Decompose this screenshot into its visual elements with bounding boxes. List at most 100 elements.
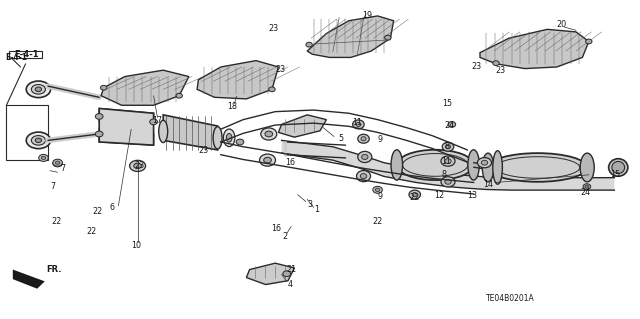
Ellipse shape [353, 120, 364, 129]
Text: 1: 1 [314, 205, 319, 214]
Polygon shape [282, 140, 614, 190]
Text: 18: 18 [227, 102, 237, 111]
Ellipse shape [612, 161, 625, 174]
Text: 7: 7 [60, 164, 65, 173]
Text: 4: 4 [288, 280, 293, 289]
Text: 15: 15 [611, 170, 621, 179]
Text: 11: 11 [441, 157, 451, 166]
Ellipse shape [441, 156, 455, 166]
Ellipse shape [265, 131, 273, 137]
Ellipse shape [375, 188, 380, 191]
Polygon shape [99, 108, 154, 124]
Ellipse shape [31, 136, 45, 145]
Polygon shape [197, 61, 278, 99]
Text: 22: 22 [372, 217, 383, 226]
Bar [9, 51, 42, 58]
Ellipse shape [362, 154, 368, 160]
Ellipse shape [95, 114, 103, 119]
Text: 13: 13 [467, 191, 477, 200]
Ellipse shape [481, 160, 488, 165]
Ellipse shape [609, 159, 628, 176]
Ellipse shape [468, 150, 479, 180]
Ellipse shape [306, 42, 312, 47]
Bar [6, 105, 48, 160]
Ellipse shape [35, 87, 42, 92]
Ellipse shape [260, 154, 275, 166]
Text: TE04B0201A: TE04B0201A [486, 294, 535, 303]
Ellipse shape [269, 87, 275, 92]
Text: E-4-1: E-4-1 [14, 50, 38, 59]
Polygon shape [13, 270, 45, 289]
Ellipse shape [356, 122, 361, 127]
Text: 16: 16 [271, 224, 282, 233]
Text: 23: 23 [198, 146, 209, 155]
Ellipse shape [26, 132, 51, 149]
Ellipse shape [41, 156, 46, 160]
Ellipse shape [445, 159, 451, 164]
Ellipse shape [445, 145, 451, 149]
Ellipse shape [35, 138, 42, 143]
Ellipse shape [150, 119, 157, 125]
Text: 9: 9 [378, 135, 383, 144]
Ellipse shape [493, 61, 499, 66]
Ellipse shape [100, 85, 107, 90]
Ellipse shape [26, 81, 51, 98]
Ellipse shape [586, 39, 592, 44]
Ellipse shape [585, 185, 589, 188]
Text: 17: 17 [152, 116, 163, 125]
Ellipse shape [213, 127, 222, 149]
Text: 19: 19 [362, 11, 372, 20]
Ellipse shape [448, 122, 456, 127]
Ellipse shape [227, 134, 232, 142]
Ellipse shape [134, 163, 141, 168]
Ellipse shape [129, 160, 146, 172]
Text: 16: 16 [285, 158, 295, 167]
Text: 23: 23 [495, 66, 506, 75]
Text: E-4-1: E-4-1 [5, 53, 27, 62]
Polygon shape [99, 128, 154, 145]
Ellipse shape [358, 134, 369, 143]
Ellipse shape [361, 137, 366, 141]
Text: 15: 15 [442, 99, 452, 108]
Text: 23: 23 [471, 62, 481, 71]
Ellipse shape [441, 177, 455, 187]
Ellipse shape [385, 35, 391, 40]
Polygon shape [246, 263, 294, 285]
Text: 7: 7 [51, 182, 56, 191]
Ellipse shape [477, 158, 492, 168]
Ellipse shape [55, 161, 60, 164]
Text: 12: 12 [434, 191, 444, 200]
Text: 8: 8 [441, 170, 446, 179]
Ellipse shape [412, 192, 417, 197]
Text: 3: 3 [308, 200, 313, 209]
Ellipse shape [39, 154, 49, 161]
Text: 6: 6 [109, 204, 115, 212]
Text: 14: 14 [483, 180, 493, 189]
Ellipse shape [488, 153, 588, 182]
Ellipse shape [358, 152, 372, 163]
Polygon shape [99, 108, 154, 145]
Text: 23: 23 [275, 65, 285, 74]
Ellipse shape [397, 150, 474, 180]
Ellipse shape [52, 160, 62, 167]
Polygon shape [101, 70, 189, 105]
Ellipse shape [176, 93, 182, 98]
Ellipse shape [372, 186, 383, 193]
Ellipse shape [55, 162, 60, 165]
Ellipse shape [580, 153, 595, 182]
Text: 24: 24 [444, 121, 454, 130]
Text: 11: 11 [352, 118, 362, 127]
Ellipse shape [95, 131, 103, 137]
Ellipse shape [31, 85, 45, 94]
Text: 22: 22 [51, 217, 61, 226]
Ellipse shape [264, 157, 271, 163]
Text: 22: 22 [86, 227, 97, 236]
Text: 8: 8 [444, 142, 449, 151]
Text: 24: 24 [580, 188, 590, 197]
Text: 21: 21 [287, 265, 297, 274]
Text: 20: 20 [557, 20, 567, 29]
Text: FR.: FR. [47, 265, 62, 274]
Polygon shape [480, 29, 589, 69]
Ellipse shape [356, 170, 371, 182]
Ellipse shape [360, 174, 367, 179]
